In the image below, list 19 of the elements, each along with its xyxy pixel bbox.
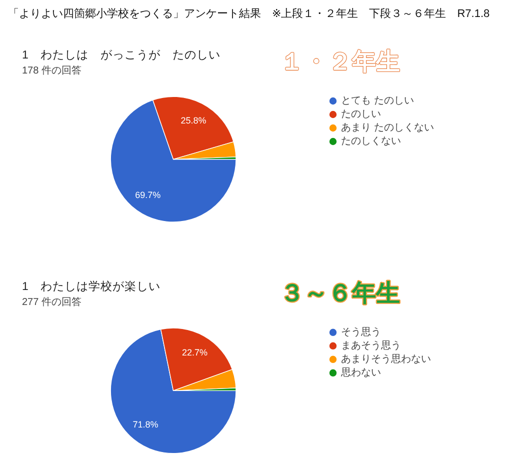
legend-label: とても たのしい	[341, 96, 414, 106]
data-label: 69.7%	[135, 190, 161, 200]
legend-label: 思わない	[340, 367, 381, 378]
data-label: 22.7%	[182, 347, 208, 358]
chart-title: 1 わたしは学校が楽しい	[22, 280, 160, 293]
legend-label: そう思う	[341, 326, 381, 338]
chart-title: 1 わたしは がっこうが たのしい	[22, 48, 220, 62]
data-label: 71.8%	[132, 420, 158, 430]
text: ３～６年生	[280, 280, 400, 307]
legend-label: たのしくない	[341, 136, 401, 147]
chart-subtitle: 178 件の回答	[22, 64, 82, 76]
legend-label: あまりそう思わない	[341, 354, 431, 365]
data-label: 25.8%	[180, 115, 206, 126]
legend-label: まあそう思う	[341, 340, 401, 352]
legend-label: たのしい	[341, 109, 381, 120]
text: １・２年生	[280, 48, 400, 76]
legend-label: あまり たのしくない	[341, 122, 434, 134]
chart-subtitle: 277 件の回答	[22, 296, 82, 308]
text: 「よりよい四箇郷小学校をつくる」アンケート結果 ※上段１・２年生 下段３～６年生 R7.1.8	[8, 7, 490, 20]
